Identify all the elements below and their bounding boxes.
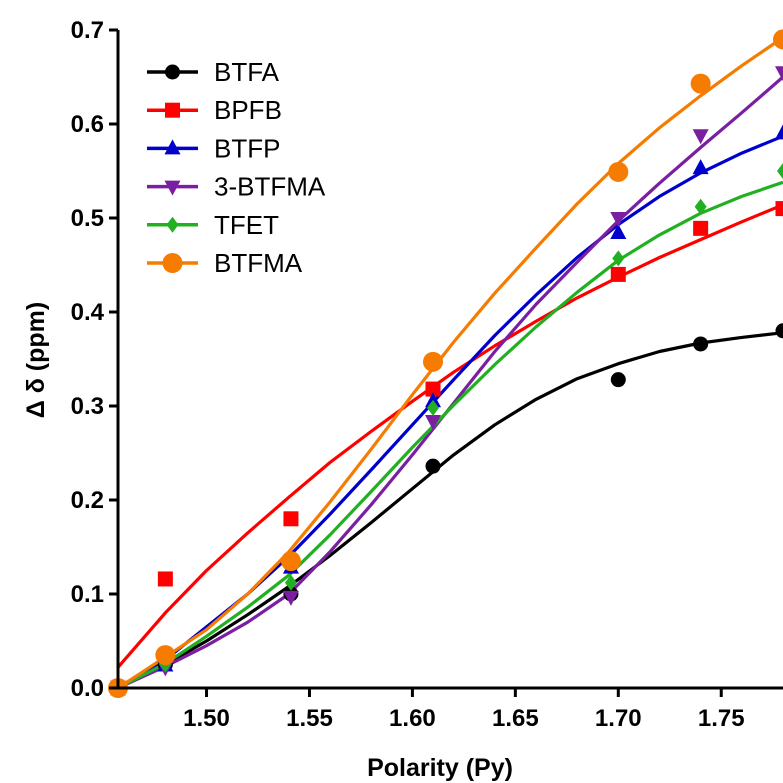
- data-point: [284, 574, 297, 591]
- data-point: [425, 392, 441, 408]
- legend-marker: [165, 64, 180, 80]
- x-tick-label: 1.55: [286, 705, 333, 732]
- y-tick-label: 0.2: [71, 487, 104, 514]
- y-tick-label: 0.5: [71, 205, 104, 232]
- legend-marker: [162, 253, 183, 273]
- series-btfma: [108, 29, 783, 698]
- legend-label: BPFB: [214, 95, 282, 125]
- series-btfp: [110, 124, 783, 694]
- legend-label: BTFMA: [214, 248, 303, 278]
- plot-area: [108, 29, 783, 698]
- legend-item: TFET: [147, 210, 279, 240]
- legend-label: 3-BTFMA: [214, 172, 326, 202]
- legend-item: BTFMA: [147, 248, 303, 278]
- y-tick-label: 0.4: [71, 299, 105, 326]
- legend: BTFA BPFB BTFP 3-BTFMA TFET BTFMA: [147, 57, 326, 278]
- axes: 0.0 0.1 0.2 0.3 0.4 0.5 0.6 0.7 1.50 1.55 1.60 1.6…: [22, 17, 783, 782]
- data-point: [282, 590, 299, 606]
- legend-item: 3-BTFMA: [147, 172, 326, 202]
- data-point: [157, 571, 173, 587]
- y-tick-label: 0.7: [71, 17, 104, 44]
- data-point: [694, 198, 707, 215]
- series-3-btfma: [110, 66, 783, 697]
- data-point: [775, 66, 783, 82]
- data-point: [280, 551, 301, 572]
- data-point: [692, 159, 709, 175]
- data-point: [693, 336, 709, 352]
- data-point: [775, 124, 783, 140]
- x-tick-label: 1.75: [698, 705, 745, 732]
- fit-curve-btfma: [117, 36, 783, 690]
- data-point: [283, 511, 299, 527]
- data-point: [775, 323, 783, 339]
- data-point: [610, 372, 626, 388]
- legend-label: TFET: [214, 210, 279, 240]
- legend-item: BPFB: [147, 95, 282, 125]
- y-tick-label: 0.0: [71, 675, 104, 702]
- data-point: [425, 458, 441, 474]
- legend-marker: [166, 216, 179, 233]
- data-point: [610, 224, 627, 240]
- data-point: [425, 415, 441, 431]
- x-tick-label: 1.50: [183, 705, 230, 732]
- data-point: [773, 29, 783, 50]
- data-point: [690, 73, 711, 94]
- legend-label: BTFP: [214, 133, 280, 163]
- data-point: [610, 212, 627, 227]
- data-point: [612, 250, 625, 267]
- x-axis-title: Polarity (Py): [367, 754, 513, 782]
- fit-curve-btfa: [117, 331, 783, 690]
- data-point: [610, 266, 626, 282]
- data-point: [155, 645, 176, 666]
- x-tick-label: 1.65: [492, 705, 539, 732]
- x-axis-ticks: 1.50 1.55 1.60 1.65 1.70 1.75: [183, 688, 745, 732]
- y-tick-label: 0.1: [71, 581, 104, 608]
- legend-marker: [165, 102, 180, 118]
- series-tfet: [112, 163, 783, 696]
- data-point: [427, 399, 439, 416]
- data-point: [693, 220, 709, 236]
- data-point: [425, 381, 441, 397]
- legend-marker: [164, 139, 181, 155]
- data-point: [423, 351, 443, 372]
- fit-curve-bpfb: [116, 203, 783, 669]
- y-axis-title: Δ δ (ppm): [22, 302, 50, 418]
- y-axis-ticks: 0.0 0.1 0.2 0.3 0.4 0.5 0.6 0.7: [71, 17, 118, 702]
- fit-curve-tfet: [117, 180, 783, 690]
- legend-label: BTFA: [214, 57, 280, 87]
- data-point: [777, 163, 783, 179]
- x-tick-label: 1.70: [595, 705, 642, 732]
- legend-item: BTFP: [147, 133, 280, 163]
- data-point: [775, 201, 783, 217]
- y-tick-label: 0.6: [71, 111, 104, 138]
- x-tick-label: 1.60: [389, 705, 436, 732]
- legend-item: BTFA: [147, 57, 280, 87]
- y-tick-label: 0.3: [71, 393, 104, 420]
- data-point: [692, 129, 709, 145]
- legend-marker: [164, 180, 181, 196]
- data-point: [608, 161, 629, 182]
